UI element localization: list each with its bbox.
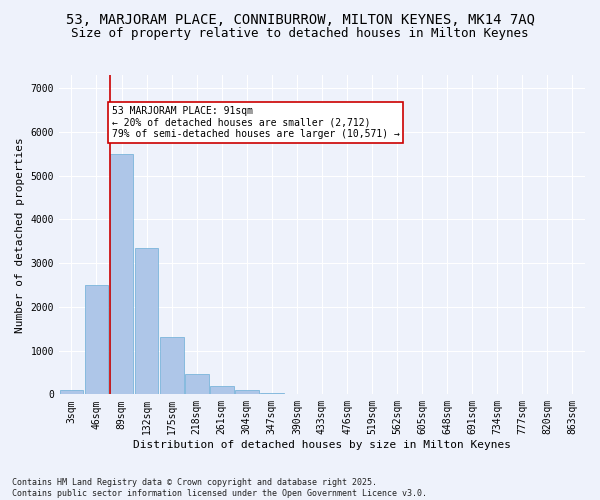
Bar xyxy=(210,386,233,394)
Bar xyxy=(260,392,284,394)
Bar xyxy=(59,390,83,394)
Bar xyxy=(110,154,133,394)
Y-axis label: Number of detached properties: Number of detached properties xyxy=(15,137,25,332)
Text: 53 MARJORAM PLACE: 91sqm
← 20% of detached houses are smaller (2,712)
79% of sem: 53 MARJORAM PLACE: 91sqm ← 20% of detach… xyxy=(112,106,400,139)
X-axis label: Distribution of detached houses by size in Milton Keynes: Distribution of detached houses by size … xyxy=(133,440,511,450)
Text: 53, MARJORAM PLACE, CONNIBURROW, MILTON KEYNES, MK14 7AQ: 53, MARJORAM PLACE, CONNIBURROW, MILTON … xyxy=(65,12,535,26)
Bar xyxy=(134,248,158,394)
Bar xyxy=(185,374,209,394)
Bar xyxy=(85,285,109,395)
Bar xyxy=(235,390,259,394)
Text: Contains HM Land Registry data © Crown copyright and database right 2025.
Contai: Contains HM Land Registry data © Crown c… xyxy=(12,478,427,498)
Text: Size of property relative to detached houses in Milton Keynes: Size of property relative to detached ho… xyxy=(71,28,529,40)
Bar xyxy=(160,338,184,394)
